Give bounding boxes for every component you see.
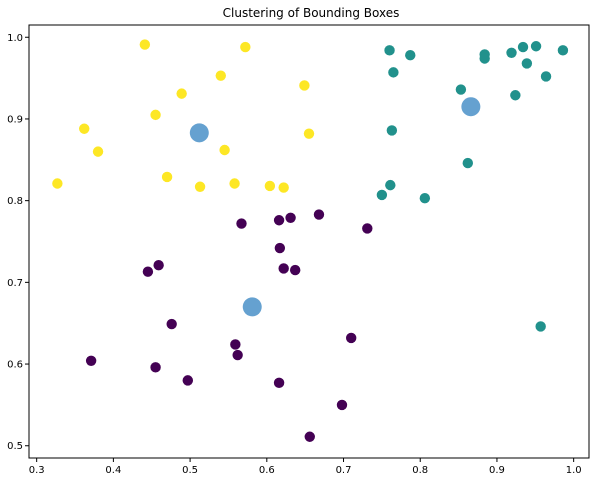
data-point xyxy=(384,45,395,56)
x-tick-label: 0.5 xyxy=(182,465,198,476)
y-tick-label: 1.0 xyxy=(7,33,23,44)
data-point xyxy=(557,45,569,56)
data-point xyxy=(150,362,161,373)
data-point xyxy=(230,339,241,350)
y-tick-label: 0.6 xyxy=(7,360,23,371)
data-point xyxy=(215,70,226,81)
data-point xyxy=(510,90,521,101)
data-point xyxy=(229,178,240,189)
centroid-point xyxy=(242,297,262,317)
data-point xyxy=(388,67,399,78)
data-point xyxy=(52,178,63,189)
cluster-series-2 xyxy=(376,41,569,332)
x-tick-label: 0.4 xyxy=(105,465,121,476)
data-point xyxy=(85,355,97,366)
data-point xyxy=(521,58,533,69)
data-point xyxy=(92,146,104,157)
data-point xyxy=(540,71,552,82)
data-point xyxy=(345,332,357,344)
data-point xyxy=(219,144,230,156)
y-axis: 0.5 0.6 0.7 0.8 0.9 1.0 xyxy=(7,33,29,452)
cluster-series-3 xyxy=(85,209,373,442)
data-point xyxy=(273,215,285,226)
data-point xyxy=(274,242,286,254)
y-tick-label: 0.7 xyxy=(7,278,23,289)
data-point xyxy=(455,84,467,95)
x-tick-label: 0.9 xyxy=(489,465,505,476)
data-point xyxy=(299,80,310,91)
x-axis: 0.3 0.4 0.5 0.6 0.7 0.8 0.9 1.0 xyxy=(29,458,582,476)
y-tick-label: 0.8 xyxy=(7,196,23,207)
data-point xyxy=(386,125,398,136)
data-point xyxy=(142,266,154,277)
data-point xyxy=(182,375,193,386)
x-tick-label: 0.7 xyxy=(336,465,352,476)
x-tick-label: 0.8 xyxy=(412,465,428,476)
data-point xyxy=(517,41,529,53)
data-point xyxy=(285,212,296,224)
data-point xyxy=(336,399,348,411)
data-point xyxy=(176,88,187,99)
data-point xyxy=(385,179,396,191)
data-point xyxy=(153,259,164,271)
y-tick-label: 0.9 xyxy=(7,114,23,125)
data-point xyxy=(150,109,161,121)
data-point xyxy=(535,321,546,332)
data-point xyxy=(194,181,206,192)
data-point xyxy=(419,193,431,204)
data-point xyxy=(273,377,285,389)
data-point xyxy=(313,209,325,220)
chart-title: Clustering of Bounding Boxes xyxy=(223,6,400,20)
centroid-point xyxy=(461,97,481,117)
centroid-point xyxy=(189,123,209,143)
y-tick-label: 0.5 xyxy=(7,441,23,452)
data-point xyxy=(405,50,416,61)
data-point xyxy=(289,264,301,276)
data-point xyxy=(161,171,173,183)
data-point xyxy=(362,223,373,234)
data-point xyxy=(376,189,388,201)
data-point xyxy=(139,39,151,50)
data-point xyxy=(166,318,177,330)
data-point xyxy=(240,41,251,53)
x-tick-label: 0.6 xyxy=(259,465,275,476)
data-point xyxy=(304,431,315,442)
data-point xyxy=(79,123,90,134)
x-tick-label: 0.3 xyxy=(29,465,45,476)
plot-frame xyxy=(28,24,590,459)
cluster-series-1 xyxy=(52,39,315,193)
data-point xyxy=(278,263,289,274)
scatter-points xyxy=(52,39,569,442)
centroid-series xyxy=(189,97,481,317)
data-point xyxy=(236,218,247,229)
data-point xyxy=(479,53,490,64)
data-point xyxy=(303,128,315,139)
data-point xyxy=(506,47,517,58)
x-tick-label: 1.0 xyxy=(566,465,582,476)
data-point xyxy=(264,180,276,192)
data-point xyxy=(232,349,243,361)
data-point xyxy=(530,41,542,52)
data-point xyxy=(278,182,289,193)
data-point xyxy=(462,157,473,169)
